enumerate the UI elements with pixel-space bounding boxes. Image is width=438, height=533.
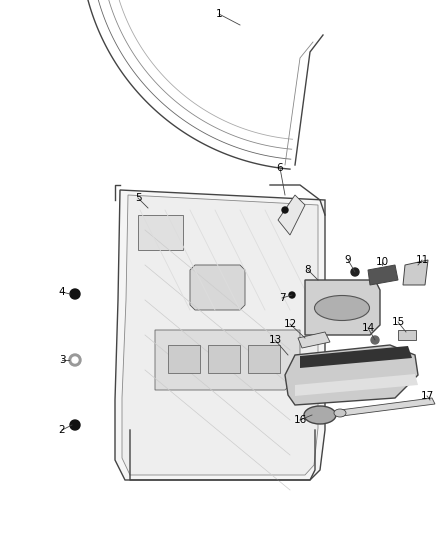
Polygon shape [122,195,318,475]
Polygon shape [305,280,380,335]
Polygon shape [115,190,325,480]
Polygon shape [340,398,435,416]
Bar [168,345,200,373]
Circle shape [69,354,81,366]
Text: 2: 2 [59,425,65,435]
Text: 12: 12 [283,319,297,329]
Circle shape [70,420,80,430]
Circle shape [72,357,78,363]
Ellipse shape [334,409,346,417]
Text: 13: 13 [268,335,282,345]
Polygon shape [295,374,418,396]
Polygon shape [368,265,398,285]
Circle shape [70,289,80,299]
Text: 15: 15 [392,317,405,327]
Text: 4: 4 [59,287,65,297]
Polygon shape [300,346,412,368]
Polygon shape [278,195,305,235]
Polygon shape [155,330,300,390]
Text: 7: 7 [279,293,285,303]
Text: 6: 6 [277,163,283,173]
Circle shape [351,268,359,276]
Text: 17: 17 [420,391,434,401]
Text: 9: 9 [345,255,351,265]
Text: 3: 3 [59,355,65,365]
Bar [248,345,280,373]
Circle shape [289,292,295,298]
Circle shape [282,207,288,213]
Text: 11: 11 [415,255,429,265]
Text: 8: 8 [305,265,311,275]
Polygon shape [403,260,428,285]
Bar [208,345,240,373]
Text: 16: 16 [293,415,307,425]
Text: 10: 10 [375,257,389,267]
Polygon shape [190,265,245,310]
Ellipse shape [314,295,370,320]
Polygon shape [285,345,418,405]
Text: 1: 1 [215,9,223,19]
Text: 5: 5 [135,193,141,203]
Polygon shape [298,332,330,348]
Bar [138,215,183,250]
Circle shape [371,336,379,344]
Text: 14: 14 [361,323,374,333]
Bar [398,330,416,340]
Ellipse shape [304,406,336,424]
